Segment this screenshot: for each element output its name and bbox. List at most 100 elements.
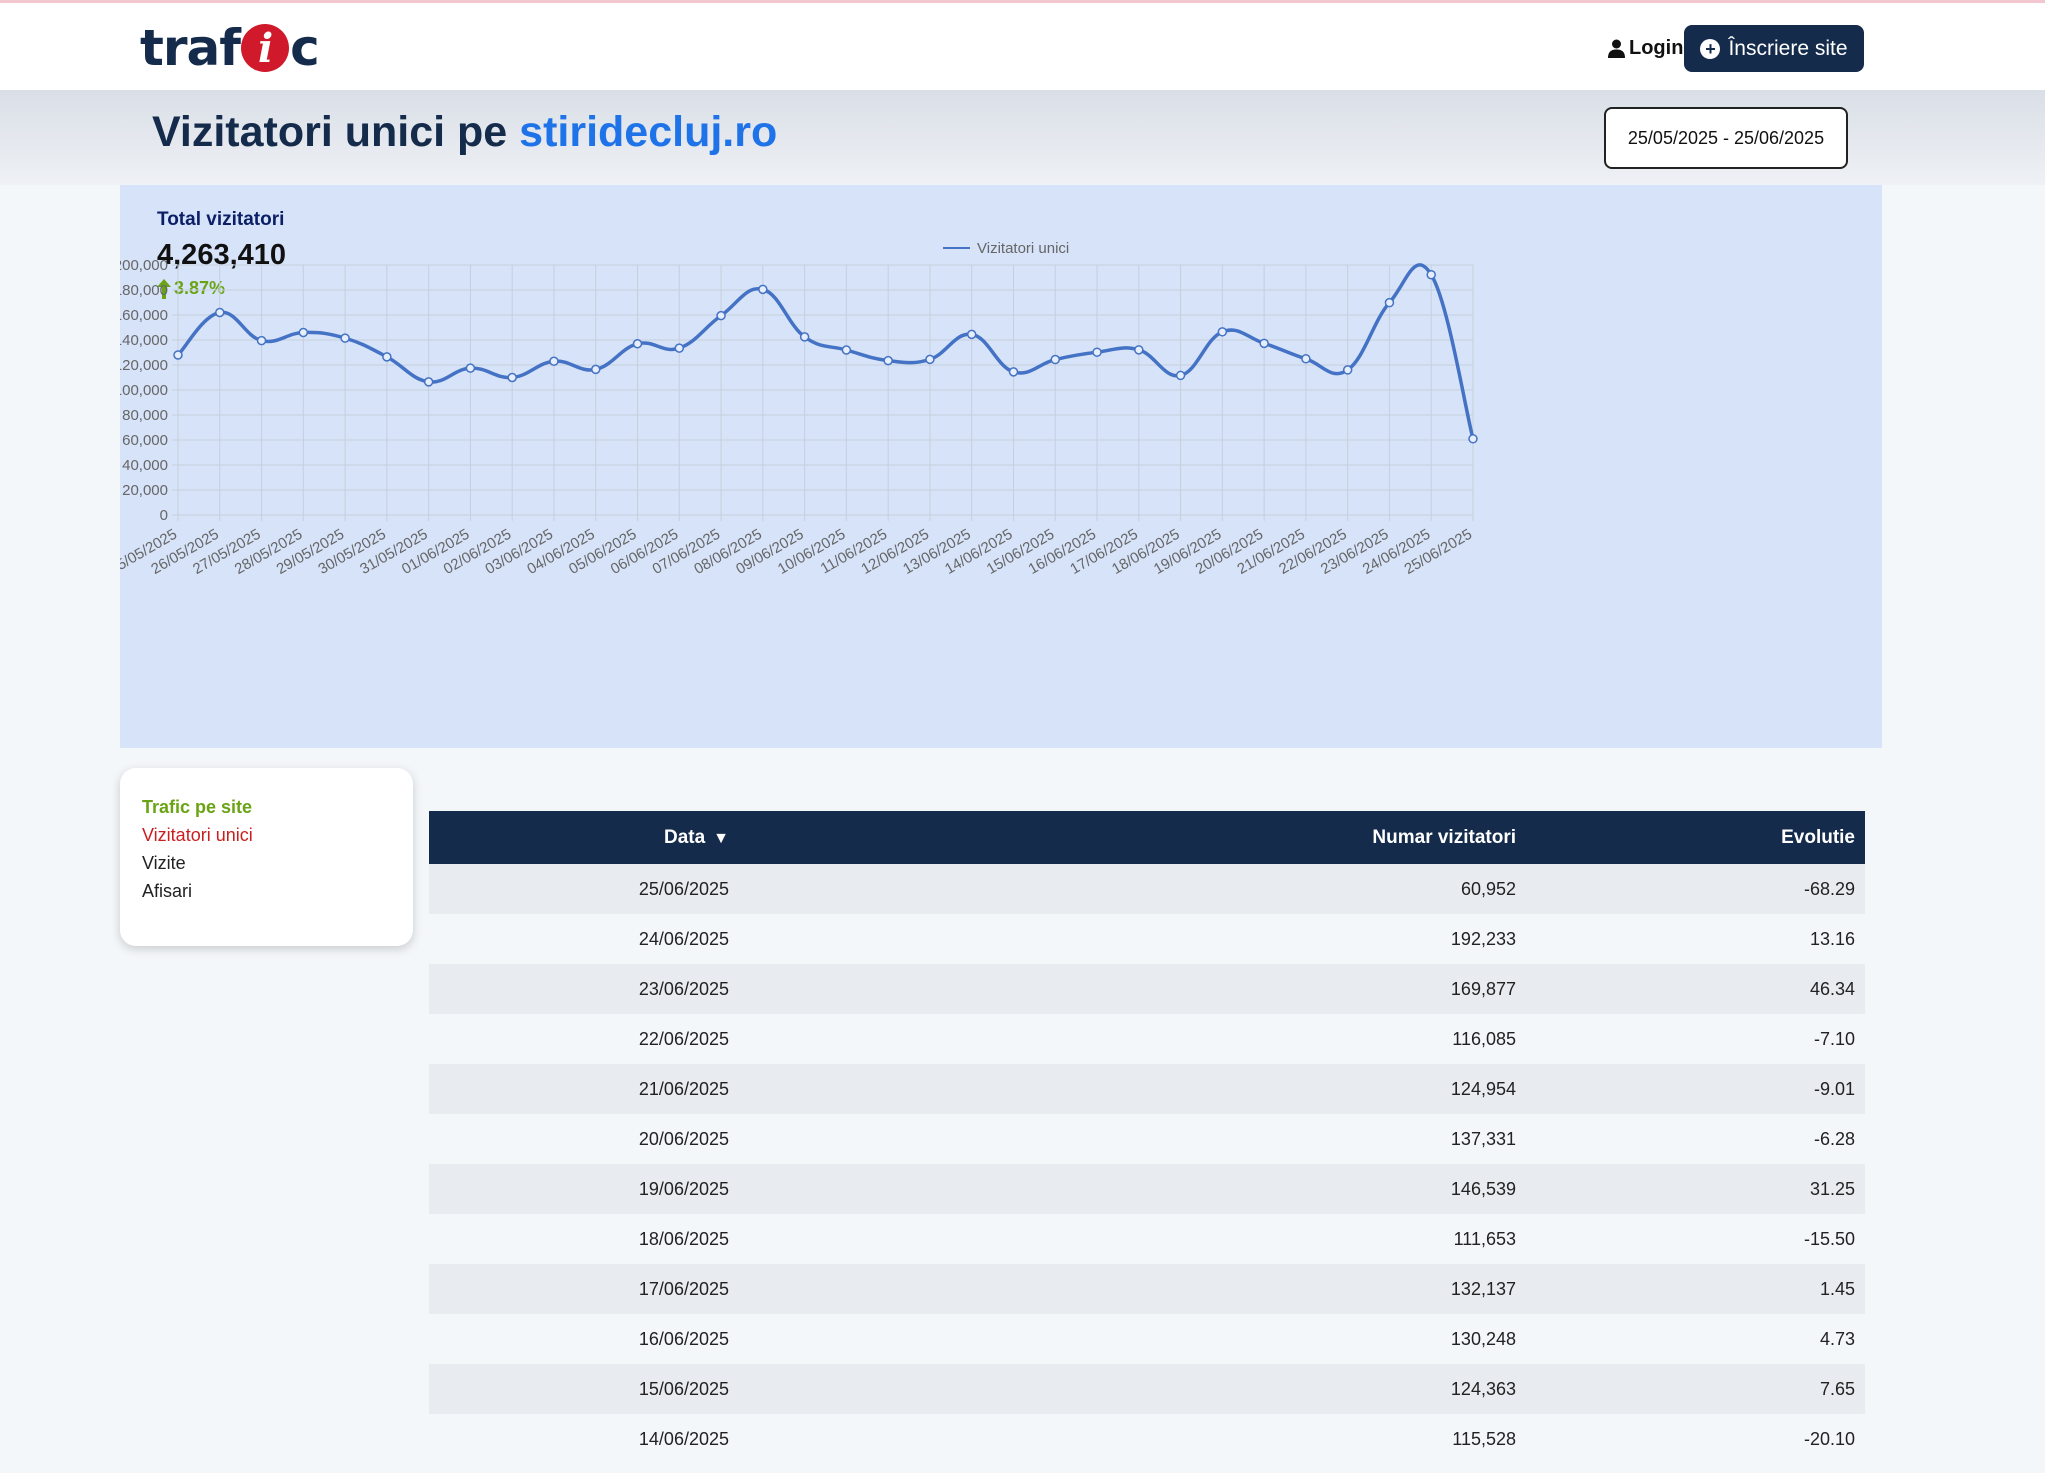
data-point [215, 307, 225, 318]
data-point [674, 343, 685, 353]
info-i-icon: i [241, 24, 290, 72]
cell-date: 22/06/2025 [429, 1014, 729, 1064]
sidebar-item-afisari[interactable]: Afisari [142, 881, 193, 901]
cell-evolution: 4.73 [1516, 1314, 1865, 1364]
cell-visitors: 192,233 [729, 914, 1516, 964]
data-point [966, 329, 977, 340]
cell-visitors: 124,363 [729, 1364, 1516, 1414]
data-point [298, 327, 309, 338]
column-header-visitors[interactable]: Numar vizitatori [729, 811, 1516, 864]
cell-visitors: 137,331 [729, 1114, 1516, 1164]
y-tick-label: 120,000 [120, 357, 168, 374]
cell-evolution: -20.10 [1516, 1414, 1865, 1464]
cell-visitors: 132,137 [729, 1264, 1516, 1314]
y-tick-label: 40,000 [122, 457, 168, 474]
table-row: 14/06/2025 115,528 -20.10 [429, 1414, 1865, 1464]
total-change-value: 3.87% [174, 278, 226, 298]
table-row: 24/06/2025 192,233 13.16 [429, 914, 1865, 964]
cell-evolution: 46.34 [1516, 964, 1865, 1014]
page-title-prefix: Vizitatori unici pe [152, 108, 520, 156]
data-point [716, 310, 726, 321]
legend-label: Vizitatori unici [977, 240, 1069, 257]
cell-evolution: -15.50 [1516, 1214, 1865, 1264]
date-range-picker[interactable]: 25/05/2025 - 25/06/2025 [1604, 107, 1848, 169]
cell-visitors: 111,653 [729, 1214, 1516, 1264]
logo-text-post: c [290, 19, 320, 77]
table-row: 15/06/2025 124,363 7.65 [429, 1364, 1865, 1414]
table-row: 17/06/2025 132,137 1.45 [429, 1264, 1865, 1314]
cell-evolution: -68.29 [1516, 864, 1865, 914]
page-title-site: stiridecluj.ro [519, 108, 778, 156]
arrow-up-icon [157, 278, 171, 299]
sort-down-icon: ▼ [713, 829, 729, 847]
table-row: 16/06/2025 130,248 4.73 [429, 1314, 1865, 1364]
data-point [1134, 345, 1144, 355]
data-point [423, 377, 434, 387]
user-icon [1608, 39, 1625, 58]
data-point [1426, 269, 1436, 280]
data-point [1050, 354, 1061, 365]
total-visitors-label: Total vizitatori [157, 209, 285, 230]
column-header-evolution[interactable]: Evolutie [1516, 811, 1865, 864]
y-tick-label: 180,000 [120, 282, 168, 299]
signup-button[interactable]: + Înscriere site [1684, 25, 1864, 72]
data-point [590, 364, 601, 375]
cell-evolution: 1.45 [1516, 1264, 1865, 1314]
data-point [1384, 297, 1395, 308]
data-point [925, 354, 935, 365]
cell-date: 21/06/2025 [429, 1064, 729, 1114]
cell-visitors: 146,539 [729, 1164, 1516, 1214]
data-point [1092, 347, 1102, 357]
sidebar-item-vizite[interactable]: Vizite [142, 853, 186, 873]
y-tick-label: 20,000 [122, 482, 168, 499]
login-link[interactable]: Login [1608, 33, 1683, 63]
cell-date: 25/06/2025 [429, 864, 729, 914]
sidebar-menu: Trafic pe site Vizitatori unici Vizite A… [120, 768, 413, 946]
cell-date: 19/06/2025 [429, 1164, 729, 1214]
plus-circle-icon: + [1700, 38, 1721, 59]
top-accent-line [0, 0, 2045, 3]
data-point [507, 372, 517, 383]
data-point [549, 356, 559, 366]
column-header-date[interactable]: Data ▼ [429, 811, 729, 864]
trafic-logo[interactable]: traf i c [140, 19, 320, 77]
cell-date: 23/06/2025 [429, 964, 729, 1014]
cell-evolution: 31.25 [1516, 1164, 1865, 1214]
cell-evolution: -6.28 [1516, 1114, 1865, 1164]
cell-evolution: 13.16 [1516, 914, 1865, 964]
table-row: 22/06/2025 116,085 -7.10 [429, 1014, 1865, 1064]
data-point [1008, 367, 1019, 377]
table-row: 19/06/2025 146,539 31.25 [429, 1164, 1865, 1214]
date-range-value: 25/05/2025 - 25/06/2025 [1627, 127, 1825, 148]
y-tick-label: 0 [160, 507, 168, 524]
login-label: Login [1629, 36, 1684, 59]
y-tick-label: 60,000 [122, 432, 168, 449]
table-row: 21/06/2025 124,954 -9.01 [429, 1064, 1865, 1114]
data-point [1342, 365, 1353, 375]
cell-visitors: 115,528 [729, 1414, 1516, 1464]
sidebar-item-vizitatori-unici[interactable]: Vizitatori unici [142, 825, 253, 845]
data-point [1217, 327, 1228, 337]
cell-date: 17/06/2025 [429, 1264, 729, 1314]
data-point [758, 284, 768, 295]
data-point [1175, 370, 1186, 381]
table-header-row: Data ▼ Numar vizitatori Evolutie [429, 811, 1865, 864]
sidebar-heading: Trafic pe site [142, 797, 253, 817]
y-tick-label: 100,000 [120, 382, 168, 399]
data-point [340, 333, 350, 343]
cell-evolution: -9.01 [1516, 1064, 1865, 1114]
table-row: 23/06/2025 169,877 46.34 [429, 964, 1865, 1014]
data-point [1259, 338, 1269, 349]
cell-date: 18/06/2025 [429, 1214, 729, 1264]
cell-date: 16/06/2025 [429, 1314, 729, 1364]
cell-date: 24/06/2025 [429, 914, 729, 964]
page-title: Vizitatori unici pe stiridecluj.ro [152, 108, 777, 157]
visitors-table: Data ▼ Numar vizitatori Evolutie 25/06/20… [429, 811, 1865, 1464]
cell-date: 15/06/2025 [429, 1364, 729, 1414]
table-row: 25/06/2025 60,952 -68.29 [429, 864, 1865, 914]
cell-evolution: -7.10 [1516, 1014, 1865, 1064]
cell-date: 20/06/2025 [429, 1114, 729, 1164]
y-tick-label: 140,000 [120, 332, 168, 349]
signup-label: Înscriere site [1728, 36, 1848, 60]
data-point [841, 345, 852, 355]
